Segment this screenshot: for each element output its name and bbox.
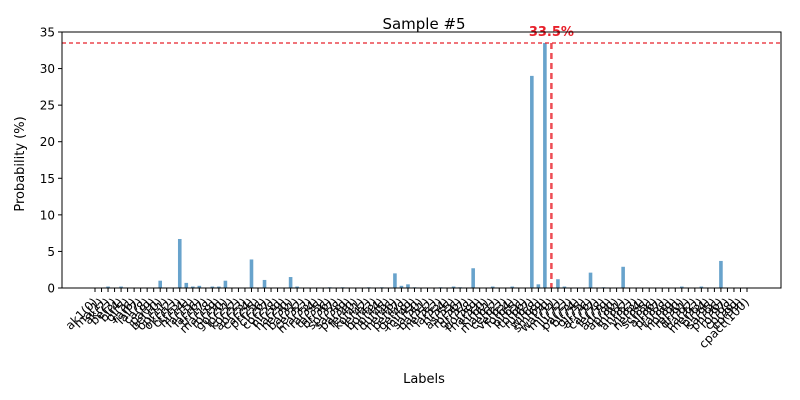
- bar: [223, 280, 228, 288]
- bar: [556, 279, 560, 288]
- y-tick-label: 10: [40, 208, 55, 222]
- y-tick-label: 20: [40, 135, 55, 149]
- bar: [406, 284, 410, 288]
- bar: [197, 285, 202, 288]
- bar: [191, 286, 195, 288]
- bar: [471, 268, 475, 288]
- bar: [543, 42, 547, 288]
- bar: [680, 286, 684, 288]
- bar: [393, 273, 397, 288]
- bar: [621, 266, 625, 288]
- bar: [210, 286, 215, 288]
- y-tick-label: 35: [40, 26, 55, 40]
- bar: [184, 282, 189, 288]
- bar: [262, 279, 267, 288]
- bar: [158, 280, 162, 288]
- y-tick-label: 30: [40, 62, 55, 76]
- y-axis-title: Probability (%): [13, 116, 28, 211]
- bar: [510, 286, 515, 288]
- overlay-group: 33.5%: [62, 25, 781, 288]
- bar: [451, 286, 456, 288]
- bar: [119, 286, 123, 288]
- bar: [177, 238, 182, 288]
- bars-group: [106, 42, 723, 288]
- y-tick-label: 5: [47, 245, 55, 259]
- chart-title: Sample #5: [382, 15, 465, 33]
- bar: [490, 286, 495, 288]
- bar: [217, 286, 221, 288]
- bar: [295, 286, 299, 288]
- y-tick-label: 25: [40, 99, 55, 113]
- plot-frame: [61, 31, 782, 289]
- bar: [562, 286, 567, 288]
- y-tick-label: 0: [47, 282, 55, 296]
- bar: [530, 75, 534, 288]
- bar: [249, 259, 254, 288]
- bar: [288, 277, 293, 288]
- bar: [719, 260, 723, 288]
- y-axis-ticks: 0 5 10 15 20 25 30 35: [40, 26, 62, 296]
- bar: [699, 286, 704, 288]
- bar: [399, 285, 404, 288]
- x-axis-title: Labels: [403, 372, 445, 387]
- x-axis-ticks: ak1(0)ma(1)ak(2)be(3)bl(4)gl(5)ra(6)lal(…: [63, 288, 752, 351]
- bar: [536, 284, 541, 288]
- bar: [588, 272, 593, 288]
- bar: [106, 286, 110, 288]
- y-tick-label: 15: [40, 172, 55, 186]
